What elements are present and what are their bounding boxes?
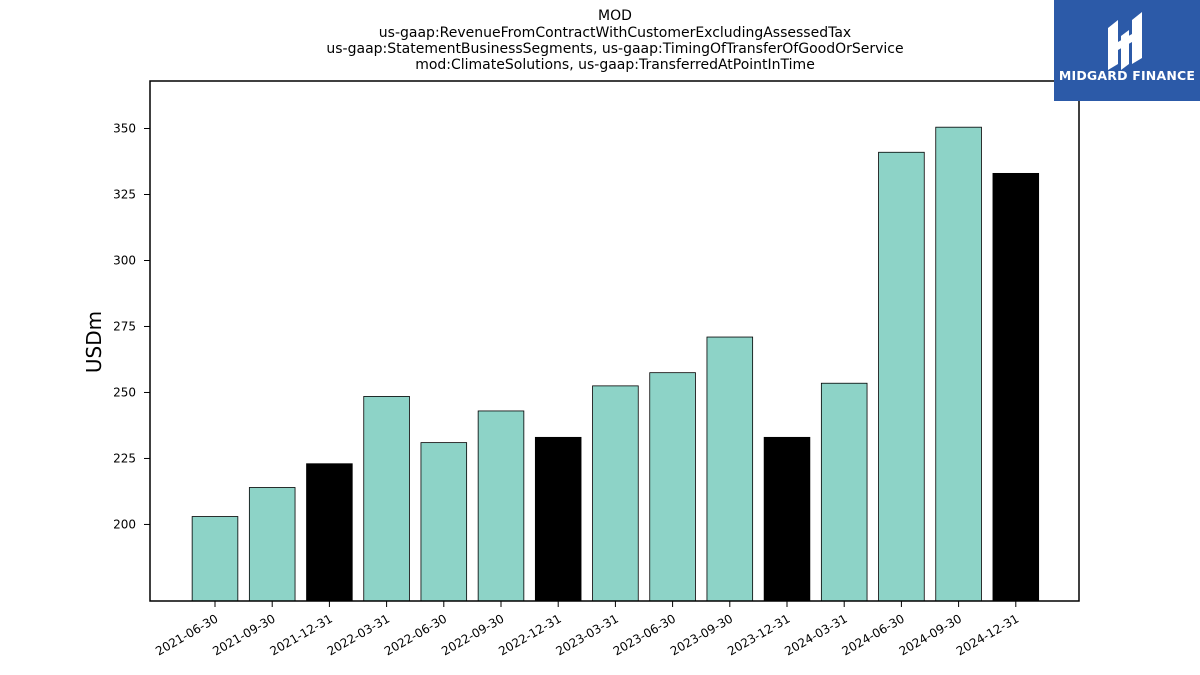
x-tick-label: 2023-06-30: [611, 611, 678, 658]
x-tick-label: 2024-12-31: [954, 611, 1021, 658]
y-tick-label: 275: [113, 319, 136, 333]
y-tick-label: 325: [113, 188, 136, 202]
x-tick-label: 2022-09-30: [439, 611, 506, 658]
bar: [191, 516, 239, 602]
bar: [363, 396, 410, 602]
x-tick-label: 2021-06-30: [153, 611, 220, 658]
x-tick-label: 2023-03-31: [553, 611, 620, 658]
bar: [706, 336, 754, 602]
x-tick-label: 2021-12-31: [267, 611, 334, 658]
y-tick-label: 250: [113, 385, 136, 399]
chart-title-line: mod:ClimateSolutions, us-gaap:Transferre…: [415, 57, 815, 73]
x-tick-label: 2021-09-30: [210, 611, 277, 658]
x-tick-label: 2023-12-31: [725, 611, 792, 658]
x-tick-label: 2022-12-31: [496, 611, 563, 658]
bar: [820, 382, 868, 602]
y-tick-label: 225: [113, 451, 136, 465]
chart-title-line: us-gaap:StatementBusinessSegments, us-ga…: [326, 41, 903, 57]
bar: [534, 436, 582, 602]
chart-title-line: MOD: [598, 8, 632, 24]
bar: [248, 487, 296, 602]
bar: [592, 385, 639, 602]
y-tick-label: 200: [113, 517, 136, 531]
bars-group: [191, 126, 1040, 602]
bar: [992, 172, 1040, 602]
bar: [763, 436, 811, 602]
bar: [649, 372, 696, 602]
chart-title: MOD us-gaap:RevenueFromContractWithCusto…: [326, 8, 903, 73]
x-tick-label: 2023-09-30: [668, 611, 735, 658]
x-tick-label: 2022-03-31: [325, 611, 392, 658]
x-axis: 2021-06-302021-09-302021-12-312022-03-31…: [153, 601, 1021, 658]
y-axis: 200 225 250 275 300 325 350: [113, 122, 150, 531]
midgard-logo-icon: [1108, 12, 1142, 70]
logo-text: MIDGARD FINANCE: [1058, 68, 1196, 83]
bar: [477, 410, 525, 602]
bar: [878, 151, 925, 602]
x-tick-label: 2024-03-31: [782, 611, 849, 658]
y-tick-label: 350: [113, 122, 136, 136]
brand-logo: MIDGARD FINANCE: [1054, 0, 1200, 101]
bar: [306, 463, 353, 602]
plot-frame: [149, 80, 1080, 602]
x-tick-label: 2022-06-30: [382, 611, 449, 658]
x-tick-label: 2024-09-30: [897, 611, 964, 658]
y-axis-label: USDm: [82, 311, 106, 373]
bar: [420, 442, 468, 602]
bar: [935, 126, 982, 602]
chart-title-line: us-gaap:RevenueFromContractWithCustomerE…: [379, 25, 851, 41]
x-tick-label: 2024-06-30: [839, 611, 906, 658]
y-tick-label: 300: [113, 253, 136, 267]
